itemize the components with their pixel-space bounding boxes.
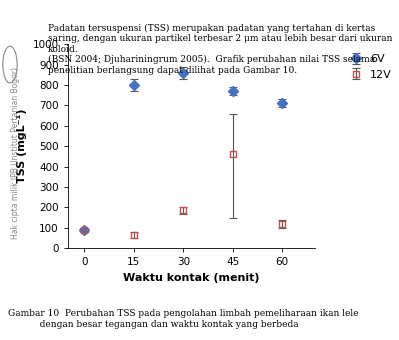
Y-axis label: TSS (mgL⁻¹): TSS (mgL⁻¹) bbox=[17, 109, 27, 184]
Legend: 6V, 12V: 6V, 12V bbox=[346, 50, 396, 84]
Text: Gambar 10  Perubahan TSS pada pengolahan limbah pemeliharaan ikan lele
         : Gambar 10 Perubahan TSS pada pengolahan … bbox=[8, 309, 358, 329]
Text: Padatan tersuspensi (TSS) merupakan padatan yang tertahan di kertas
saring, deng: Padatan tersuspensi (TSS) merupakan pada… bbox=[48, 24, 392, 75]
Text: Hak cipta milik IPB (Institut Pertanian Bogor): Hak cipta milik IPB (Institut Pertanian … bbox=[12, 67, 20, 239]
X-axis label: Waktu kontak (menit): Waktu kontak (menit) bbox=[123, 273, 260, 283]
